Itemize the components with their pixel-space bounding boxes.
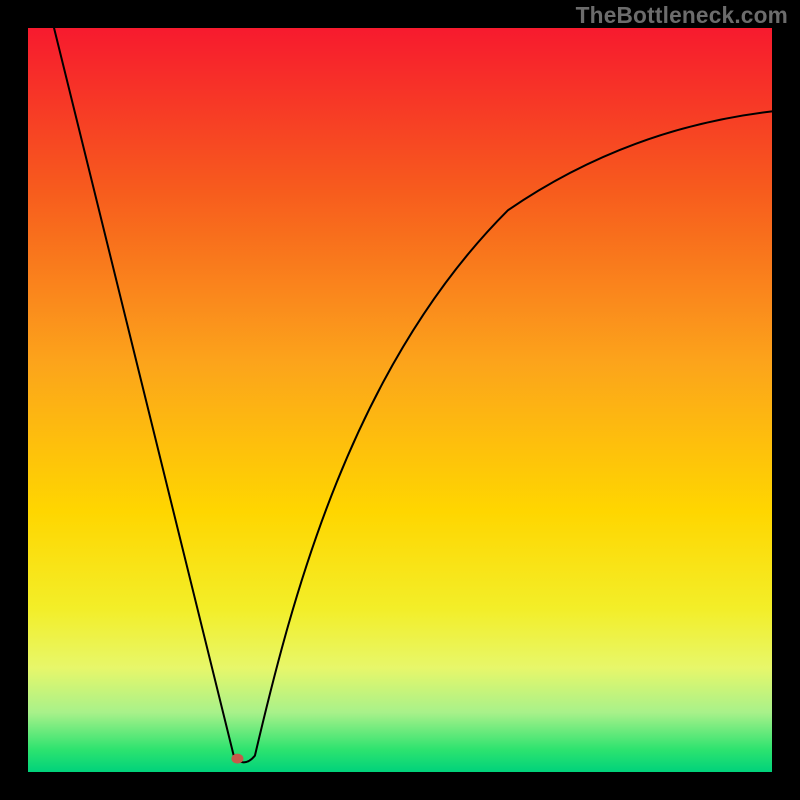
bottleneck-chart (0, 0, 800, 800)
watermark-text: TheBottleneck.com (576, 2, 788, 29)
